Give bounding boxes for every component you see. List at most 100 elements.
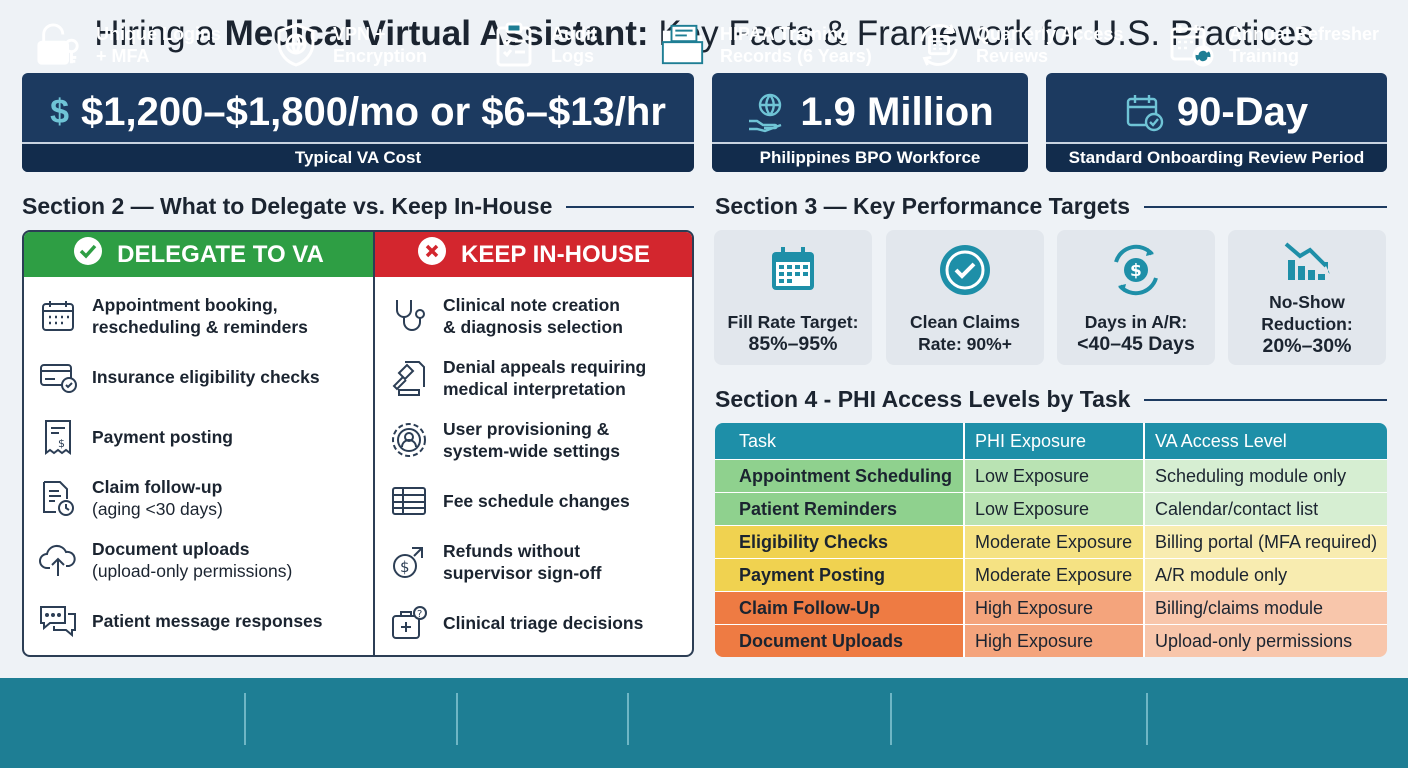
calendar-icon [38,296,78,336]
keep-column: KEEP IN-HOUSE Clinical note creation & di… [373,232,692,655]
kpi-label: No-Show Reduction: 20%–30% [1232,291,1382,357]
footer-divider [1146,693,1148,745]
section-4-title: Section 4 - PHI Access Levels by Task [715,386,1131,412]
item-title: Appointment booking, [92,295,278,315]
dollar-icon: $ [50,92,70,131]
item-subtitle: (upload-only permissions) [92,561,293,581]
footer-item-line: Logs [551,46,594,66]
calendar-cycle-icon [916,22,962,68]
keep-header-label: KEEP IN-HOUSE [461,240,650,268]
calendar-grid-icon [714,242,872,298]
column-header: VA Access Level [1155,430,1287,451]
stat-card-workforce: 1.9 Million Philippines BPO Workforce [712,73,1028,172]
stat-value: $1,200–$1,800/mo or $6–$13/hr [81,89,666,134]
kpi-value: 20%–30% [1262,335,1352,357]
task-cell: Claim Follow-Up [715,592,965,624]
keep-item: $ Refunds without supervisor sign-off [389,536,684,588]
access-cell: A/R module only [1145,559,1387,591]
footer-divider [244,693,246,745]
exposure-cell: Moderate Exposure [965,559,1145,591]
kpi-days-ar: $ Days in A/R: <40–45 Days [1057,230,1215,365]
item-title: Insurance eligibility checks [92,367,320,387]
kpi-label: Clean Claims Rate: 90%+ [890,311,1040,355]
delegate-item: $ Payment posting [38,412,365,462]
task-cell: Appointment Scheduling [715,460,965,492]
folder-icon [660,22,706,68]
svg-text:$: $ [400,558,410,576]
kpi-label: Fill Rate Target: 85%–95% [718,311,868,355]
task-cell: Patient Reminders [715,493,965,525]
item-title: Patient message responses [92,611,323,631]
footer-divider [456,693,458,745]
item-subtitle: & diagnosis selection [443,317,623,337]
clipboard-icon [491,22,537,68]
footer-item-line: Records (6 Years) [720,46,872,66]
item-subtitle: medical interpretation [443,379,626,399]
delegate-item: Appointment booking, rescheduling & remin… [38,290,365,342]
section-2-heading: Section 2 — What to Delegate vs. Keep In… [22,193,694,220]
task-cell: Document Uploads [715,625,965,657]
shield-globe-icon [273,22,319,68]
item-title: Document uploads [92,539,250,559]
access-cell: Billing portal (MFA required) [1145,526,1387,558]
svg-text:$: $ [1130,261,1142,281]
x-circle-icon [417,236,447,273]
cloud-upload-icon [38,540,78,580]
footer-item: Quarterly Access Reviews [916,0,1123,90]
task-cell: Eligibility Checks [715,526,965,558]
item-subtitle: (aging <30 days) [92,499,223,519]
item-title: Fee schedule changes [443,491,630,511]
kpi-value: <40–45 Days [1077,333,1195,355]
exposure-cell: High Exposure [965,592,1145,624]
kpi-line: Reduction: [1261,314,1353,334]
table-icon [389,481,429,521]
stat-card-onboarding: 90-Day Standard Onboarding Review Period [1046,73,1387,172]
calendar-check-icon [1125,92,1165,132]
table-row: Patient Reminders Low Exposure Calendar/… [715,492,1387,525]
access-cell: Calendar/contact list [1145,493,1387,525]
footer-divider [627,693,629,745]
column-header: Task [715,423,965,459]
gavel-icon [389,358,429,398]
phi-access-table: Task PHI Exposure VA Access Level Appoin… [715,423,1387,657]
item-title: Payment posting [92,427,233,447]
task-cell: Payment Posting [715,559,965,591]
kpi-clean-claims: Clean Claims Rate: 90%+ [886,230,1044,365]
title-emphasis: Medical Virtual Assistant: [224,14,649,53]
kpi-value: Rate: 90%+ [918,334,1012,354]
footer-item-line: Annual Refresher [1229,24,1380,44]
stat-caption: Typical VA Cost [22,142,694,172]
delegate-item: Claim follow-up (aging <30 days) [38,472,365,524]
delegate-column: DELEGATE TO VA Appointment booking, resch… [24,232,373,655]
delegate-item: Insurance eligibility checks [38,352,365,402]
user-gear-icon [389,420,429,460]
section-3-heading: Section 3 — Key Performance Targets [715,193,1387,220]
kpi-line: No-Show [1269,292,1345,312]
footer-bar [0,678,1408,768]
footer-item: VPN + Encryption [273,0,427,90]
kpi-line: Clean Claims [910,312,1020,332]
access-cell: Upload-only permissions [1145,625,1387,657]
access-cell: Scheduling module only [1145,460,1387,492]
stat-value: 1.9 Million [800,89,994,134]
divider [1144,398,1387,401]
delegate-item: Document uploads (upload-only permissions… [38,534,365,586]
exposure-cell: High Exposure [965,625,1145,657]
table-row: Eligibility Checks Moderate Exposure Bil… [715,525,1387,558]
stat-value: 90-Day [1176,89,1309,134]
stat-caption: Standard Onboarding Review Period [1046,142,1387,172]
item-title: Clinical note creation [443,295,620,315]
column-header: PHI Exposure [965,423,1145,459]
table-row: Appointment Scheduling Low Exposure Sche… [715,459,1387,492]
item-subtitle: system-wide settings [443,441,620,461]
item-title: Clinical triage decisions [443,613,644,633]
svg-text:?: ? [417,609,422,620]
kpi-label: Days in A/R: <40–45 Days [1061,311,1211,355]
item-title: User provisioning & [443,419,610,439]
section-4-heading: Section 4 - PHI Access Levels by Task [715,386,1387,413]
table-row: Document Uploads High Exposure Upload-on… [715,624,1387,657]
item-subtitle: rescheduling & reminders [92,317,308,337]
delegate-keep-panel: DELEGATE TO VA Appointment booking, resch… [22,230,694,657]
kpi-no-show: No-Show Reduction: 20%–30% [1228,230,1386,365]
footer-item-line: Reviews [976,46,1049,66]
